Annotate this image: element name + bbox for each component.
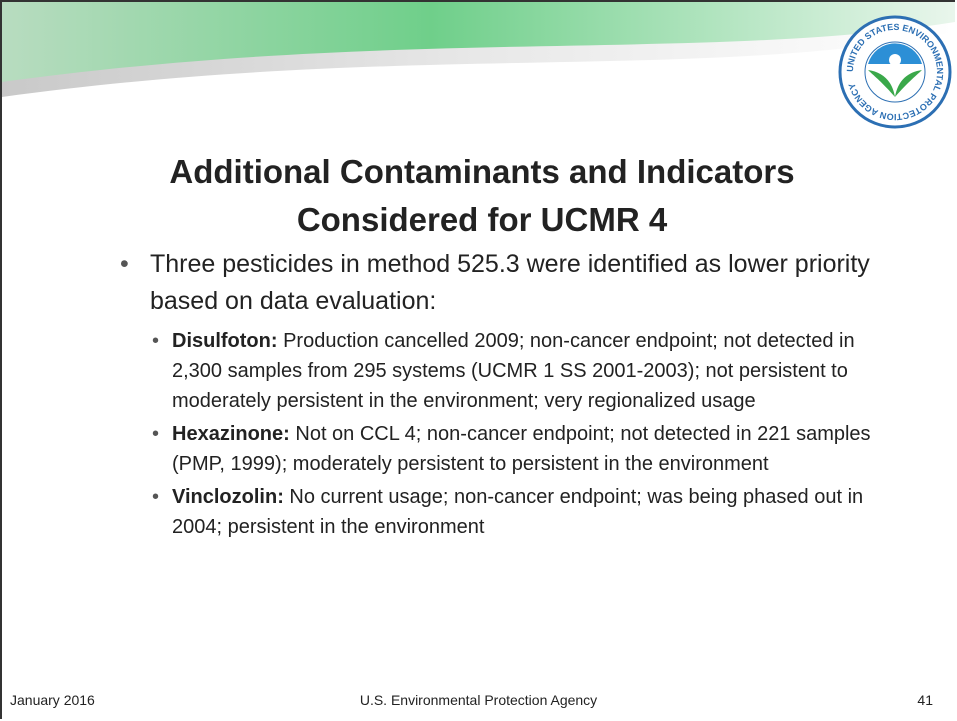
title-line: Considered for UCMR 4 [296,201,668,238]
sub-bullet-term: Vinclozolin: [172,486,284,508]
footer-page: 41 [917,692,933,708]
decoration: UNITED STATES ENVIRONMENTAL PROTECTION A… [2,2,955,129]
logo-sun [889,54,901,66]
slide-title: Additional Contaminants and Indicators C… [102,148,862,244]
sub-bullet-term: Hexazinone: [172,423,290,445]
sub-bullet: Hexazinone: Not on CCL 4; non-cancer end… [150,419,910,479]
logo-plant [868,70,922,97]
sub-bullet-text: Not on CCL 4; non-cancer endpoint; not d… [172,423,871,475]
sub-bullet-text: No current usage; non-cancer endpoint; w… [172,486,864,538]
footer-agency: U.S. Environmental Protection Agency [359,692,598,708]
bullet: Three pesticides in method 525.3 were id… [120,246,910,542]
footer-date: January 2016 [10,692,95,708]
bullet-text: Three pesticides in method 525.3 were id… [150,250,870,315]
slide-body: Three pesticides in method 525.3 were id… [120,246,910,545]
sub-bullets: Disulfoton: Production cancelled 2009; n… [150,326,910,542]
title-line: Additional Contaminants and Indicators [169,153,795,190]
sub-bullet: Vinclozolin: No current usage; non-cance… [150,482,910,542]
sub-bullet-text: Production cancelled 2009; non-cancer en… [172,330,855,412]
sub-bullet: Disulfoton: Production cancelled 2009; n… [150,326,910,416]
logo-sky [868,43,922,64]
swoosh [2,2,955,82]
sub-bullet-term: Disulfoton: [172,330,278,352]
